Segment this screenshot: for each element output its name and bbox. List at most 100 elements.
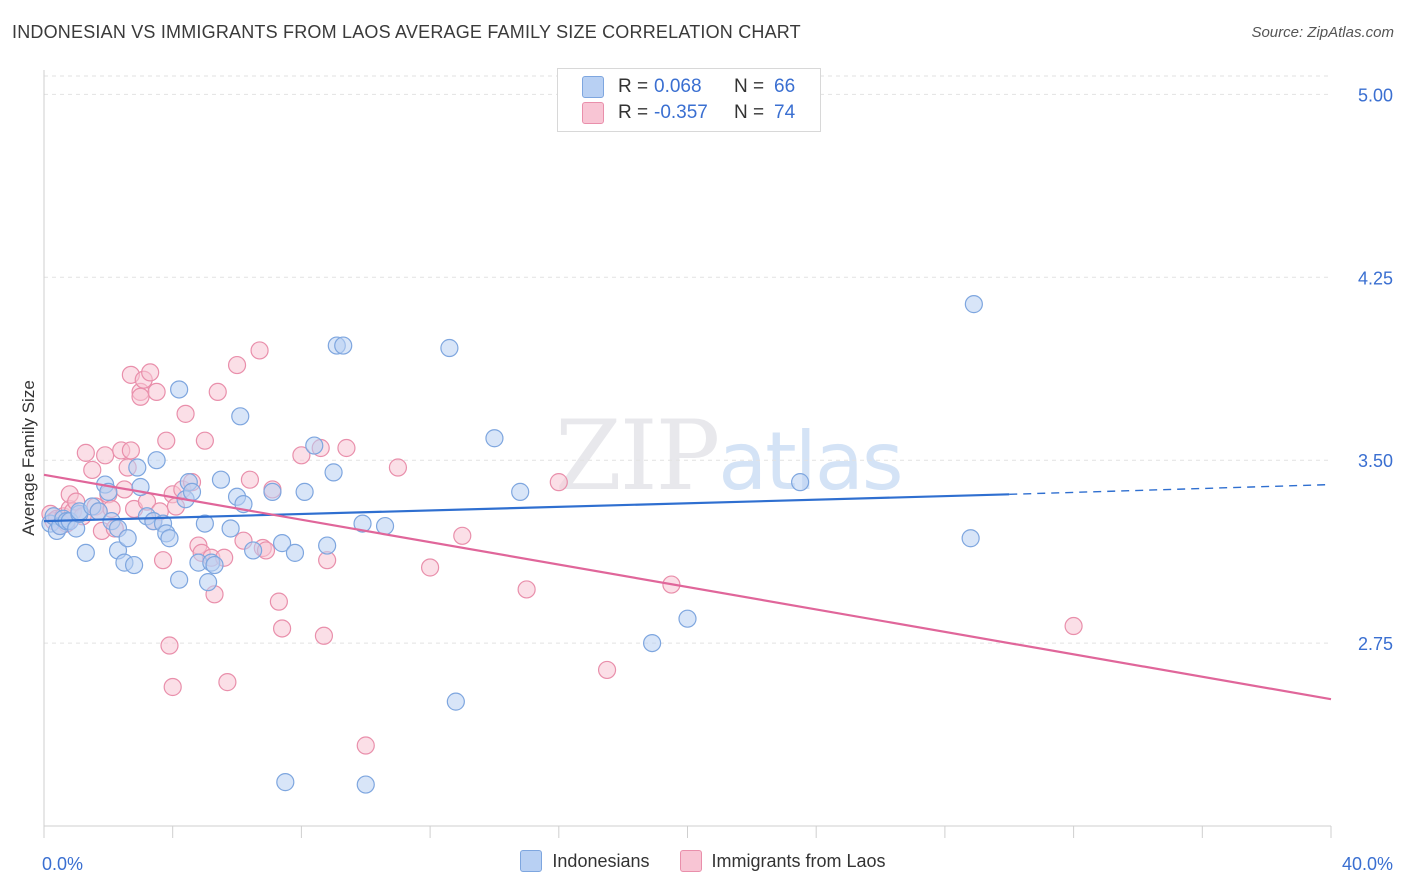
indonesians-point xyxy=(67,519,86,538)
indonesians-point xyxy=(485,429,504,448)
indonesians-point xyxy=(356,775,375,794)
indonesians-point xyxy=(221,519,240,538)
laos-point xyxy=(1064,616,1083,636)
laos-point xyxy=(131,387,150,406)
indonesians-point xyxy=(198,573,218,592)
indonesians-point xyxy=(170,570,189,589)
laos-point xyxy=(195,431,214,450)
y-tick-label: 2.75 xyxy=(1358,634,1393,654)
indonesians-swatch-icon xyxy=(582,76,604,98)
laos-point xyxy=(337,438,356,458)
stats-legend: R = 0.068 N = 66 R = -0.357 N = 74 xyxy=(557,68,821,132)
indonesians-point xyxy=(511,482,530,501)
laos-legend-icon xyxy=(679,850,702,872)
indonesians-point xyxy=(440,338,459,358)
laos-point xyxy=(250,341,269,360)
legend-item-indonesians[interactable]: Indonesians xyxy=(520,850,650,872)
laos-point xyxy=(83,460,102,480)
y-tick-label: 4.25 xyxy=(1358,268,1393,288)
laos-point xyxy=(240,470,260,489)
laos-point xyxy=(356,736,375,755)
legend-label-indonesians: Indonesians xyxy=(552,850,650,871)
laos-point xyxy=(388,458,408,477)
laos-point xyxy=(147,382,166,402)
indonesians-point xyxy=(446,692,465,711)
indonesians-point xyxy=(295,482,314,501)
source-label: Source: ZipAtlas.com xyxy=(1251,24,1394,41)
laos-point xyxy=(176,404,195,423)
indonesians-legend-icon xyxy=(520,850,543,872)
laos-point xyxy=(96,446,115,465)
indonesians-point xyxy=(124,555,144,575)
laos-trend-line xyxy=(43,473,1332,701)
n-value: 74 xyxy=(774,102,796,123)
y-axis-label: Average Family Size xyxy=(19,380,38,536)
bottom-legend: Indonesians Immigrants from Laos xyxy=(0,850,1406,872)
indonesians-point xyxy=(211,470,231,489)
laos-point xyxy=(160,636,179,655)
indonesians-point xyxy=(285,543,305,562)
indonesians-trend-extension xyxy=(1009,483,1332,496)
laos-point xyxy=(421,558,440,577)
laos-point xyxy=(269,592,288,611)
laos-point xyxy=(76,443,95,462)
indonesians-point xyxy=(128,458,147,477)
n-value: 66 xyxy=(774,76,796,97)
r-label: R = xyxy=(618,102,649,123)
laos-point xyxy=(218,673,237,692)
indonesians-point xyxy=(182,482,202,501)
laos-point xyxy=(163,677,182,697)
y-tick-label: 3.50 xyxy=(1358,451,1393,471)
laos-point xyxy=(208,382,227,402)
n-label: N = xyxy=(734,76,765,97)
watermark-zip: ZIP xyxy=(555,400,720,512)
indonesians-point xyxy=(160,529,179,548)
legend-item-laos[interactable]: Immigrants from Laos xyxy=(679,850,886,872)
watermark-atlas: atlas xyxy=(718,415,903,508)
indonesians-point xyxy=(964,295,983,314)
n-label: N = xyxy=(734,102,765,123)
laos-point xyxy=(549,473,568,492)
indonesians-point xyxy=(353,514,372,533)
r-label: R = xyxy=(618,76,649,97)
stats-row-indonesians: R = 0.068 N = 66 xyxy=(582,75,795,99)
laos-swatch-icon xyxy=(582,102,604,124)
laos-point xyxy=(597,660,617,680)
laos-point xyxy=(227,355,247,375)
indonesians-point xyxy=(272,534,292,553)
indonesians-point xyxy=(170,380,189,399)
indonesians-point xyxy=(305,436,324,455)
indonesians-point xyxy=(263,482,282,501)
indonesians-point xyxy=(324,463,343,482)
laos-point xyxy=(292,446,311,465)
laos-point xyxy=(517,580,536,599)
indonesians-point xyxy=(195,514,214,533)
laos-point xyxy=(141,363,160,382)
laos-point xyxy=(121,441,140,460)
indonesians-point xyxy=(375,516,395,536)
indonesians-point xyxy=(961,529,980,548)
indonesians-point xyxy=(205,555,224,575)
laos-point xyxy=(453,526,472,545)
legend-label-laos: Immigrants from Laos xyxy=(711,850,886,871)
indonesians-point xyxy=(147,451,166,470)
indonesians-point xyxy=(276,773,295,792)
indonesians-point xyxy=(791,473,810,492)
laos-point xyxy=(272,619,292,638)
indonesians-point xyxy=(231,407,250,426)
laos-point xyxy=(314,626,334,645)
indonesians-point xyxy=(678,609,697,628)
indonesians-point xyxy=(118,529,137,548)
indonesians-trend-line xyxy=(43,493,1010,523)
x-tick-label: 40.0% xyxy=(1342,854,1393,874)
stats-row-laos: R = -0.357 N = 74 xyxy=(582,101,795,125)
indonesians-point xyxy=(334,336,353,355)
indonesians-point xyxy=(643,633,662,653)
indonesians-point xyxy=(318,536,337,555)
indonesians-point xyxy=(244,541,263,560)
indonesians-point xyxy=(76,543,95,562)
chart-title: INDONESIAN VS IMMIGRANTS FROM LAOS AVERA… xyxy=(12,22,801,42)
r-value: -0.357 xyxy=(654,102,708,123)
y-tick-label: 5.00 xyxy=(1358,85,1393,105)
